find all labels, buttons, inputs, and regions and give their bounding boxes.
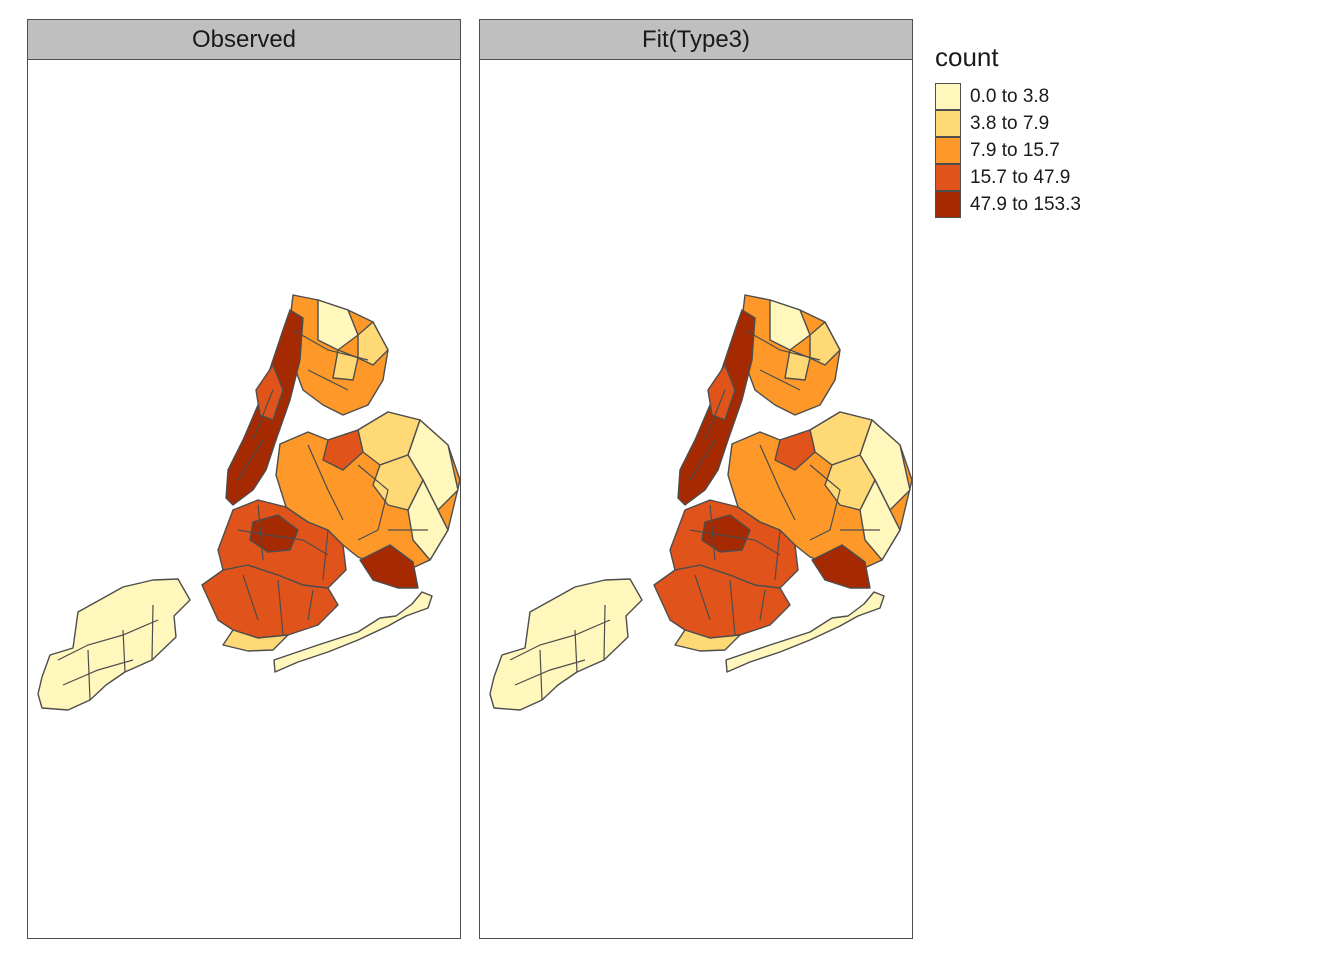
zip-boundary bbox=[62, 659, 134, 686]
legend-item: 7.9 to 15.7 bbox=[935, 136, 1081, 164]
zip-boundary bbox=[509, 619, 611, 661]
zip-area bbox=[707, 364, 736, 421]
legend-swatch bbox=[935, 163, 961, 191]
zip-boundary bbox=[809, 464, 841, 541]
observed-panel-title: Observed bbox=[28, 20, 460, 60]
zip-boundary bbox=[603, 604, 606, 661]
zip-boundary bbox=[774, 529, 781, 581]
zip-area bbox=[674, 629, 741, 652]
legend-title: count bbox=[935, 42, 999, 72]
zip-boundary bbox=[689, 529, 781, 556]
zip-boundary bbox=[759, 369, 801, 391]
zip-boundary bbox=[694, 574, 711, 621]
zip-boundary bbox=[307, 444, 344, 521]
legend: count 0.0 to 3.8 3.8 to 7.9 7.9 to 15.7 … bbox=[935, 42, 1081, 218]
zip-boundary bbox=[744, 329, 821, 361]
zip-boundary bbox=[122, 629, 126, 673]
zip-area bbox=[359, 544, 419, 589]
zip-boundary bbox=[237, 439, 264, 481]
fit-panel: Fit(Type3) bbox=[479, 19, 913, 939]
legend-label: 7.9 to 15.7 bbox=[970, 139, 1060, 161]
legend-item: 15.7 to 47.9 bbox=[935, 163, 1081, 191]
zip-boundary bbox=[729, 579, 736, 636]
zip-area bbox=[222, 629, 289, 652]
legend-item: 0.0 to 3.8 bbox=[935, 82, 1081, 110]
zip-area bbox=[811, 544, 871, 589]
zip-area bbox=[255, 364, 284, 421]
zip-boundary bbox=[237, 529, 329, 556]
zip-area bbox=[824, 454, 876, 511]
zip-boundary bbox=[242, 574, 259, 621]
legend-label: 47.9 to 153.3 bbox=[970, 193, 1081, 215]
zip-boundary bbox=[57, 619, 159, 661]
zip-area bbox=[37, 578, 191, 711]
zip-boundary bbox=[257, 504, 264, 561]
observed-panel: Observed bbox=[27, 19, 461, 939]
zip-boundary bbox=[307, 589, 314, 621]
zip-boundary bbox=[759, 589, 766, 621]
fit-map bbox=[489, 294, 912, 711]
zip-boundary bbox=[322, 529, 329, 581]
zip-area bbox=[273, 591, 433, 673]
zip-boundary bbox=[252, 389, 274, 441]
zip-area bbox=[809, 321, 841, 366]
zip-boundary bbox=[151, 604, 154, 661]
legend-swatch bbox=[935, 136, 961, 164]
zip-area bbox=[357, 321, 389, 366]
zip-boundary bbox=[759, 444, 796, 521]
zip-boundary bbox=[539, 649, 543, 701]
zip-area bbox=[317, 299, 359, 351]
zip-boundary bbox=[87, 649, 91, 701]
legend-item: 47.9 to 153.3 bbox=[935, 190, 1081, 218]
legend-label: 0.0 to 3.8 bbox=[970, 85, 1050, 107]
legend-label: 15.7 to 47.9 bbox=[970, 166, 1071, 188]
legend-swatch bbox=[935, 109, 961, 137]
zip-boundary bbox=[574, 629, 578, 673]
legend-label: 3.8 to 7.9 bbox=[970, 112, 1050, 134]
zip-area bbox=[769, 299, 811, 351]
zip-boundary bbox=[292, 329, 369, 361]
zip-area bbox=[489, 578, 643, 711]
zip-boundary bbox=[514, 659, 586, 686]
zip-boundary bbox=[277, 579, 284, 636]
zip-boundary bbox=[307, 369, 349, 391]
nyc-zip-polygons bbox=[37, 294, 460, 711]
zip-area bbox=[372, 454, 424, 511]
zip-area bbox=[322, 429, 364, 471]
zip-boundary bbox=[357, 464, 389, 541]
observed-map bbox=[37, 294, 460, 711]
zip-area bbox=[774, 429, 816, 471]
zip-boundary bbox=[689, 439, 716, 481]
nyc-zip-polygons bbox=[489, 294, 912, 711]
fit-panel-title: Fit(Type3) bbox=[480, 20, 912, 60]
legend-swatch bbox=[935, 82, 961, 110]
zip-boundary bbox=[704, 389, 726, 441]
legend-item: 3.8 to 7.9 bbox=[935, 109, 1081, 137]
zip-area bbox=[725, 591, 885, 673]
zip-boundary bbox=[709, 504, 716, 561]
legend-swatch bbox=[935, 190, 961, 218]
